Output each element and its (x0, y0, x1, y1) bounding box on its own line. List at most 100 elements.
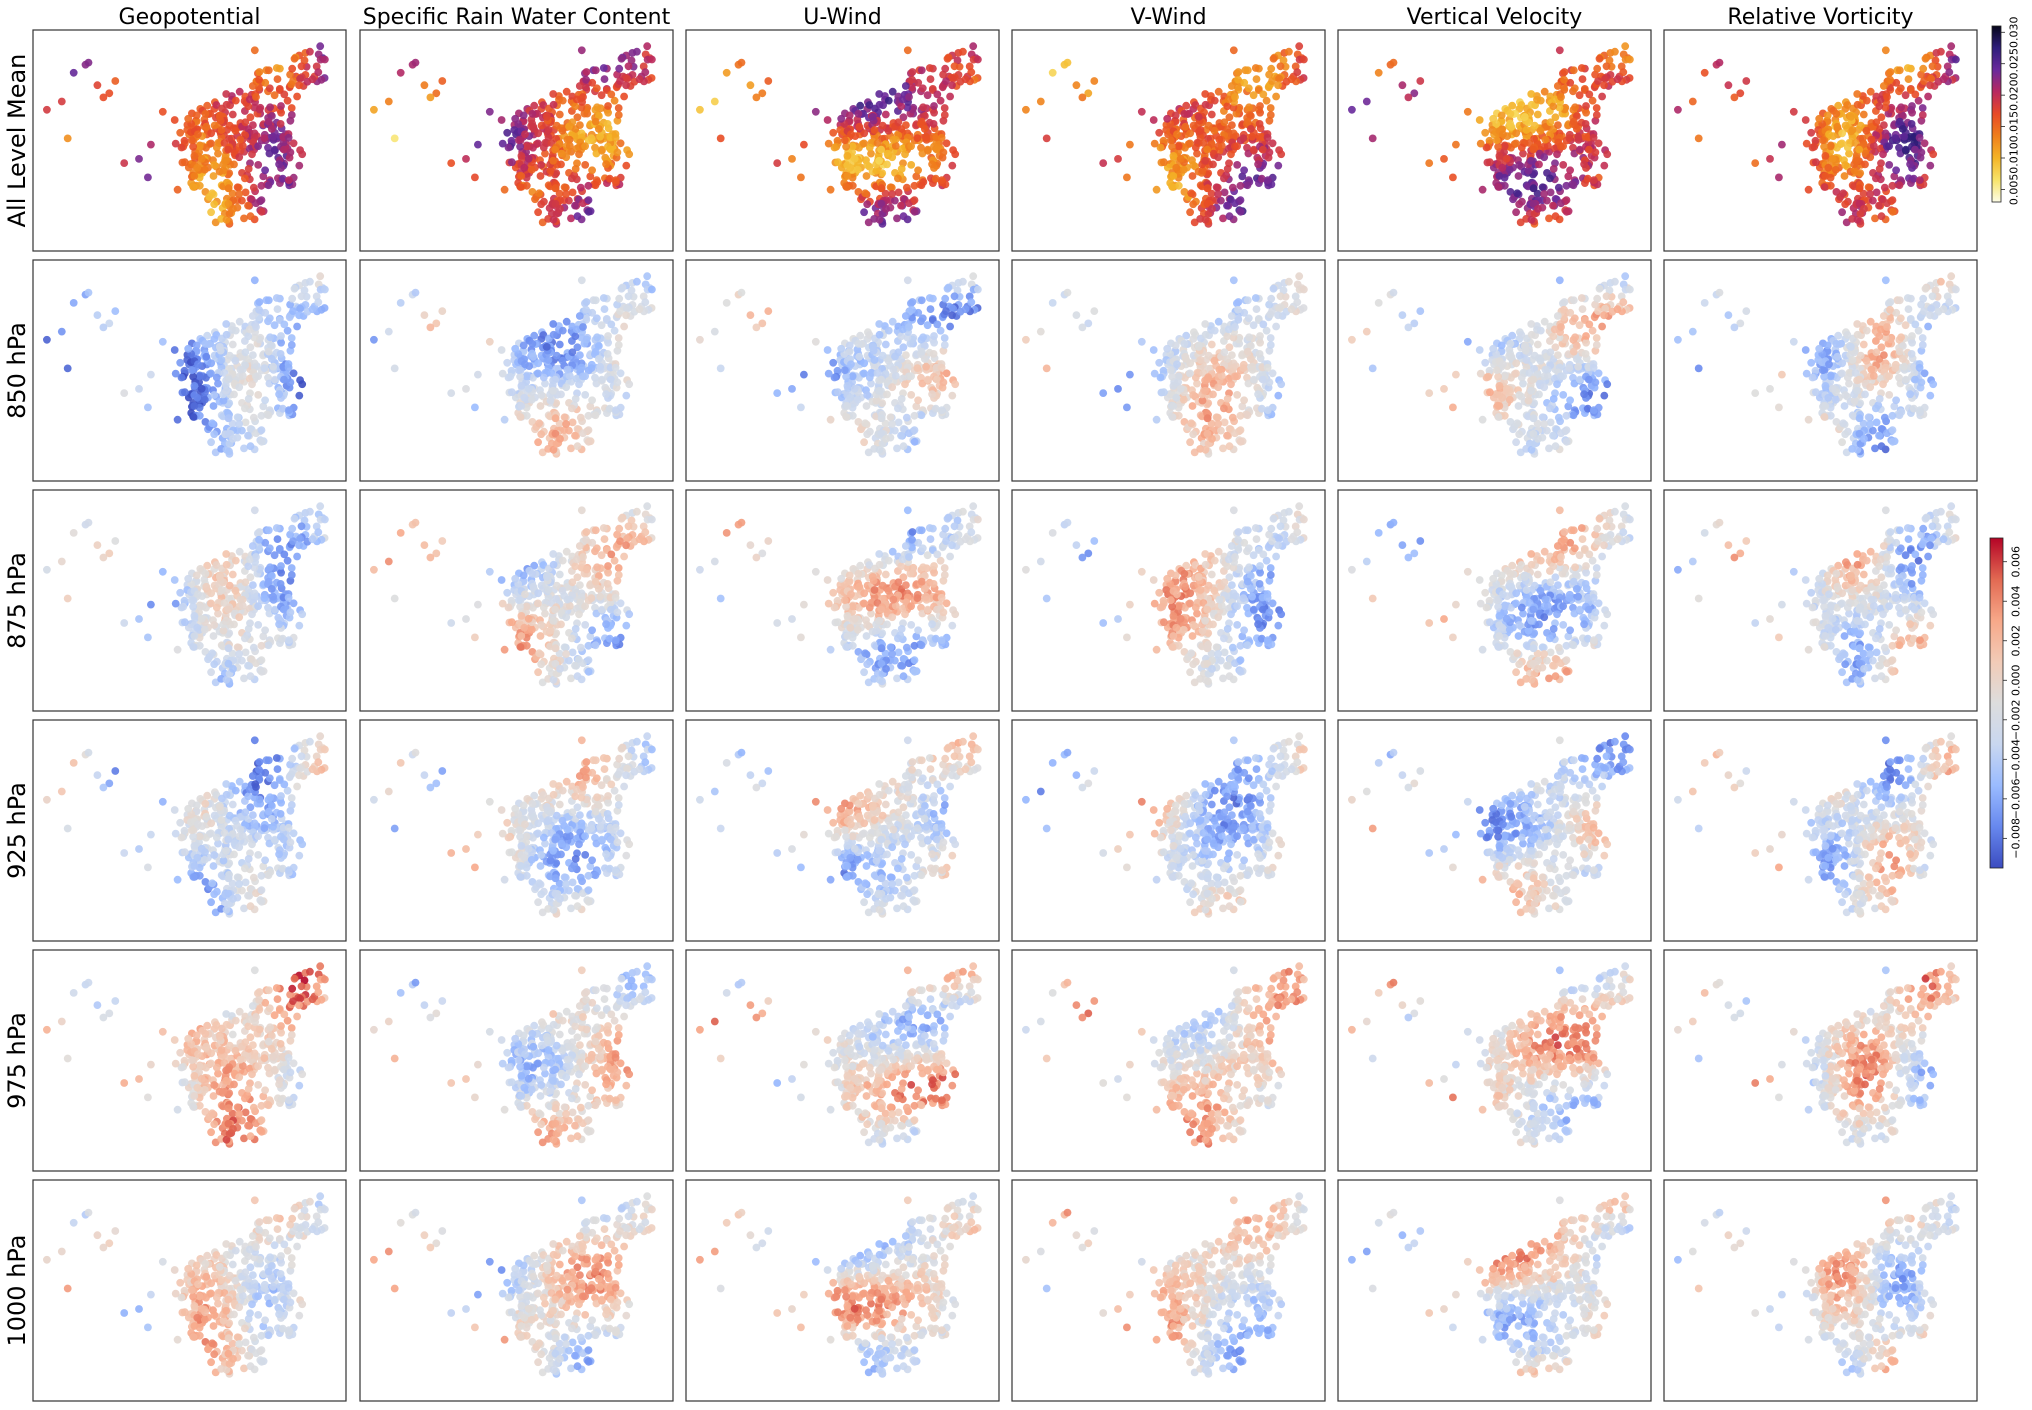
station-point (925, 294, 934, 302)
station-point (257, 207, 266, 216)
station-point (1277, 150, 1286, 159)
station-point (1582, 108, 1590, 117)
station-point (236, 365, 245, 374)
station-point (582, 75, 590, 84)
station-point (617, 284, 626, 293)
station-point (1577, 294, 1586, 302)
station-point (1234, 298, 1243, 306)
station-point (1541, 365, 1550, 374)
station-point (520, 163, 529, 172)
station-point (1541, 135, 1550, 144)
station-point (1201, 90, 1210, 98)
station-point (1201, 100, 1210, 109)
station-point (1228, 351, 1236, 359)
panel (1011, 29, 1326, 252)
station-point (1551, 442, 1560, 451)
station-point (1534, 205, 1542, 213)
station-point (503, 358, 512, 367)
station-point (264, 181, 273, 190)
station-point (1481, 128, 1490, 137)
station-point (549, 320, 558, 328)
station-point (222, 100, 231, 109)
station-point (1251, 294, 1260, 302)
station-point (189, 142, 198, 151)
station-point (111, 307, 120, 315)
station-point (1527, 156, 1535, 165)
station-point (249, 183, 258, 192)
station-point (99, 323, 108, 332)
station-point (604, 108, 612, 117)
station-point (939, 148, 948, 157)
station-point (555, 340, 564, 349)
station-point (875, 156, 883, 165)
station-point (1582, 102, 1590, 110)
station-point (1802, 139, 1811, 148)
station-point (1821, 382, 1830, 390)
station-point (297, 292, 306, 301)
station-point (1536, 356, 1545, 365)
station-point (1203, 145, 1212, 154)
station-point (511, 344, 520, 353)
station-point (1861, 390, 1869, 399)
station-point (1515, 161, 1524, 169)
station-point (1853, 320, 1862, 328)
station-point (575, 82, 584, 90)
station-point (277, 108, 285, 117)
station-point (1505, 165, 1514, 174)
station-point (246, 212, 255, 221)
station-point (1906, 160, 1914, 169)
station-point (1855, 414, 1864, 423)
station-point (1194, 343, 1203, 351)
station-point (1833, 122, 1842, 131)
station-point (881, 340, 890, 349)
panel (1337, 259, 1652, 482)
station-point (224, 414, 233, 423)
column-title: Specific Rain Water Content (363, 5, 671, 30)
station-point (248, 82, 257, 90)
station-point (1824, 393, 1833, 402)
station-point (284, 133, 293, 142)
station-point (1515, 200, 1524, 209)
station-point (577, 276, 586, 285)
station-point (925, 64, 934, 72)
station-point (286, 378, 295, 387)
station-point (1233, 391, 1242, 399)
station-point (933, 90, 942, 99)
station-point (537, 200, 546, 209)
station-point (1534, 435, 1542, 443)
station-point (1214, 153, 1223, 162)
station-point (1264, 176, 1272, 185)
station-point (1947, 42, 1956, 51)
station-point (910, 181, 919, 190)
station-point (1527, 330, 1536, 339)
station-point (1838, 139, 1846, 148)
station-point (1155, 358, 1164, 367)
station-point (643, 42, 652, 51)
row-label: 1000 hPa (3, 1234, 31, 1346)
station-point (1529, 184, 1538, 193)
station-point (905, 93, 913, 101)
station-point (1171, 341, 1180, 350)
station-point (295, 161, 304, 170)
station-point (588, 166, 596, 175)
station-point (1549, 332, 1558, 341)
station-point (1600, 161, 1609, 170)
station-point (1812, 158, 1820, 167)
station-point (855, 122, 864, 131)
station-point (1619, 68, 1628, 77)
station-point (1919, 64, 1928, 73)
station-point (1880, 351, 1888, 359)
station-point (917, 66, 926, 75)
station-point (1872, 188, 1881, 197)
station-point (517, 402, 526, 410)
station-point (1489, 114, 1498, 123)
station-point (1215, 135, 1224, 144)
station-point (633, 47, 641, 56)
station-point (1498, 163, 1507, 172)
row-label: 975 hPa (3, 1012, 31, 1109)
station-point (222, 215, 231, 224)
station-point (254, 142, 262, 151)
station-point (1042, 364, 1051, 373)
station-point (287, 104, 296, 112)
station-point (1259, 320, 1268, 329)
